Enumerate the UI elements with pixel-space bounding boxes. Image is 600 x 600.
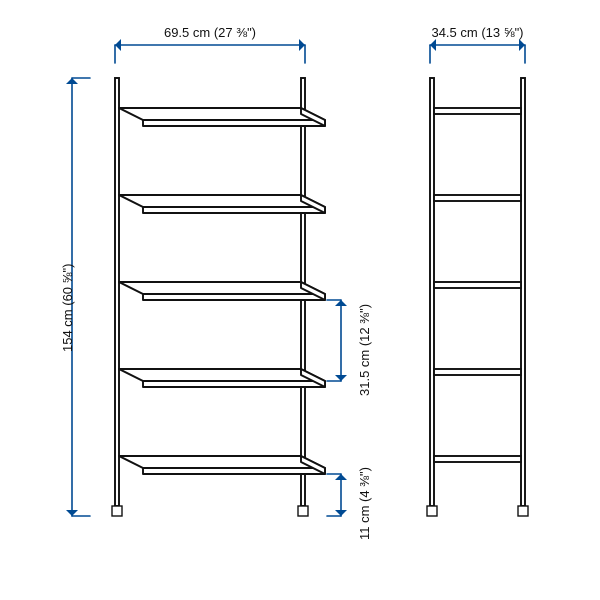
depth-label: 34.5 cm (13 ⅝") [431, 25, 523, 40]
height-label: 154 cm (60 ⅝") [60, 264, 75, 352]
dimension-diagram: 69.5 cm (27 ⅜") 34.5 cm (13 ⅝") [0, 0, 600, 600]
front-view [112, 78, 325, 516]
gap-label: 31.5 cm (12 ⅜") [357, 303, 372, 395]
side-view [427, 78, 528, 516]
width-label: 69.5 cm (27 ⅜") [164, 25, 256, 40]
floor-label: 11 cm (4 ⅜") [357, 467, 372, 540]
